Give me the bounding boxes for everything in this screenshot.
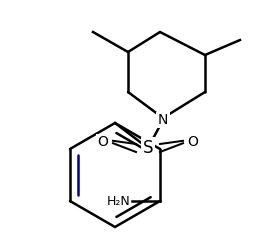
Text: O: O bbox=[98, 135, 109, 149]
Text: H₂N: H₂N bbox=[106, 194, 130, 207]
Text: O: O bbox=[188, 135, 198, 149]
Text: N: N bbox=[158, 113, 168, 127]
Text: S: S bbox=[143, 139, 153, 157]
